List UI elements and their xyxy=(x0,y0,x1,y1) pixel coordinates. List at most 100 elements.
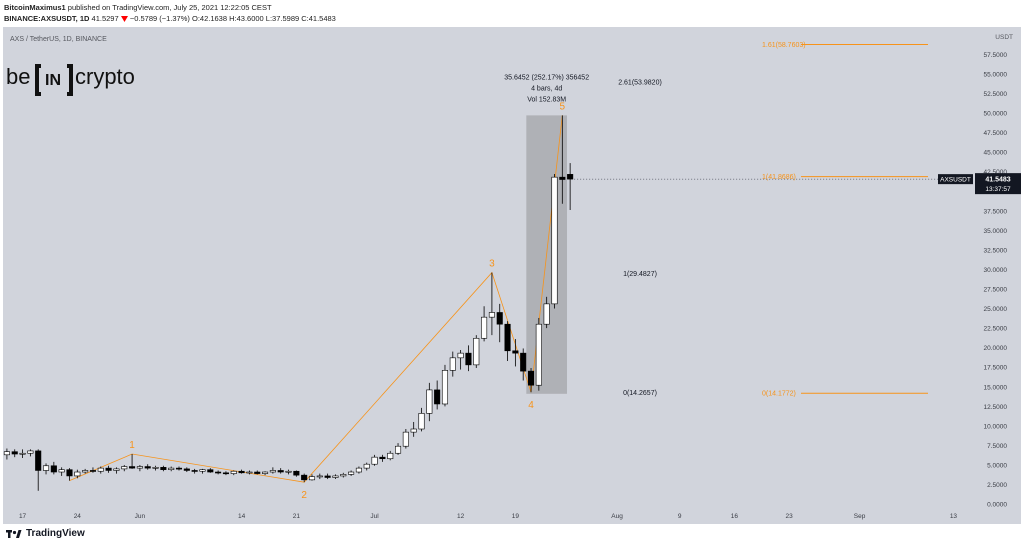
candle xyxy=(222,471,229,476)
y-tick-label: 2.5000 xyxy=(987,482,1007,489)
y-tick-label: 22.5000 xyxy=(984,326,1008,333)
candle-body xyxy=(520,352,527,372)
measure-label: Vol 152.83M xyxy=(527,96,566,103)
candle-body xyxy=(27,450,34,454)
candle-body xyxy=(535,323,542,386)
candle-body xyxy=(269,470,276,473)
published-text: published on TradingView.com, July 25, 2… xyxy=(67,3,272,12)
candle xyxy=(355,466,362,474)
change-value: −0.5789 (−1.37%) xyxy=(129,14,190,23)
candle-body xyxy=(199,469,206,472)
candle xyxy=(293,470,300,477)
candle xyxy=(152,465,159,471)
candle xyxy=(129,454,136,469)
candle-body xyxy=(160,467,167,470)
y-tick-label: 15.0000 xyxy=(984,384,1008,391)
candle xyxy=(207,468,214,473)
candle-body xyxy=(301,474,308,481)
candle xyxy=(340,472,347,478)
candle xyxy=(426,382,433,422)
candle-body xyxy=(426,389,433,414)
last-price: 41.5297 xyxy=(91,14,119,23)
candle xyxy=(262,471,269,476)
candle xyxy=(50,461,57,475)
candle-body xyxy=(293,470,300,476)
candle xyxy=(316,473,323,480)
measure-label: 4 bars, 4d xyxy=(531,85,562,92)
x-tick-label: 19 xyxy=(512,513,520,520)
y-tick-label: 32.5000 xyxy=(984,247,1008,254)
candle-body xyxy=(504,323,511,352)
candle-body xyxy=(559,176,566,180)
candle xyxy=(254,470,261,475)
x-tick-label: Jun xyxy=(135,513,146,520)
candle xyxy=(246,470,253,475)
candle-body xyxy=(441,370,449,405)
publish-line: BitcoinMaximus1 published on TradingView… xyxy=(4,3,272,12)
candle xyxy=(567,163,574,211)
candle-body xyxy=(410,428,417,433)
y-tick-label: 55.0000 xyxy=(984,71,1008,78)
candle xyxy=(136,464,143,472)
y-tick-label: 10.0000 xyxy=(984,423,1008,430)
candle xyxy=(42,463,50,475)
candle-body xyxy=(35,450,42,471)
candle-body xyxy=(215,471,222,474)
y-tick-label: 27.5000 xyxy=(984,287,1008,294)
candle-body xyxy=(222,472,229,475)
candle xyxy=(395,443,402,455)
candle xyxy=(418,407,425,432)
tradingview-footer[interactable]: TradingView xyxy=(6,528,85,539)
candle xyxy=(199,468,206,474)
wave-label: 4 xyxy=(528,400,534,411)
price-tag-value: 41.5483 xyxy=(985,177,1010,184)
candle xyxy=(434,380,441,410)
candle-body xyxy=(512,350,519,354)
candle-body xyxy=(465,352,472,366)
candle xyxy=(121,464,128,472)
candle xyxy=(74,469,81,479)
candle-body xyxy=(551,176,558,305)
symbol-tag-text: AXSUSDT xyxy=(940,177,971,184)
fib-label: 0(14.1772) xyxy=(762,391,796,398)
x-tick-label: 21 xyxy=(293,513,301,520)
candle xyxy=(113,467,120,474)
author-name[interactable]: BitcoinMaximus1 xyxy=(4,3,66,12)
candle-body xyxy=(175,467,183,470)
x-tick-label: 24 xyxy=(74,513,82,520)
y-tick-label: 50.0000 xyxy=(984,111,1008,118)
candle-body xyxy=(42,465,50,471)
candle xyxy=(66,468,73,481)
candle xyxy=(58,467,65,476)
candle xyxy=(465,345,472,372)
y-tick-label: 7.5000 xyxy=(987,443,1007,450)
candle-body xyxy=(567,174,574,180)
candle xyxy=(285,469,292,475)
candle-body xyxy=(191,470,198,472)
candle xyxy=(11,449,18,458)
wave-label: 5 xyxy=(560,101,566,112)
x-tick-label: Jul xyxy=(370,513,379,520)
candle-body xyxy=(379,456,386,460)
measure-label: 35.6452 (252.17%) 356452 xyxy=(504,74,589,81)
candle xyxy=(183,467,190,473)
candle xyxy=(97,466,104,474)
candle-body xyxy=(58,469,65,473)
candle-body xyxy=(19,452,26,455)
candle xyxy=(89,467,96,473)
symbol-text: BINANCE:AXSUSDT, 1D xyxy=(4,14,90,23)
candle-body xyxy=(74,471,81,477)
candle xyxy=(277,468,284,474)
candle xyxy=(332,474,339,480)
candle xyxy=(535,317,542,391)
price-axis-background xyxy=(973,27,1021,508)
candle xyxy=(175,466,183,471)
candle xyxy=(27,449,34,457)
candle xyxy=(379,454,386,462)
candle-body xyxy=(277,470,284,473)
fib-label: 0(14.2657) xyxy=(623,390,657,397)
candle xyxy=(410,421,417,437)
candle xyxy=(496,303,503,343)
wave-label: 1 xyxy=(129,440,135,451)
